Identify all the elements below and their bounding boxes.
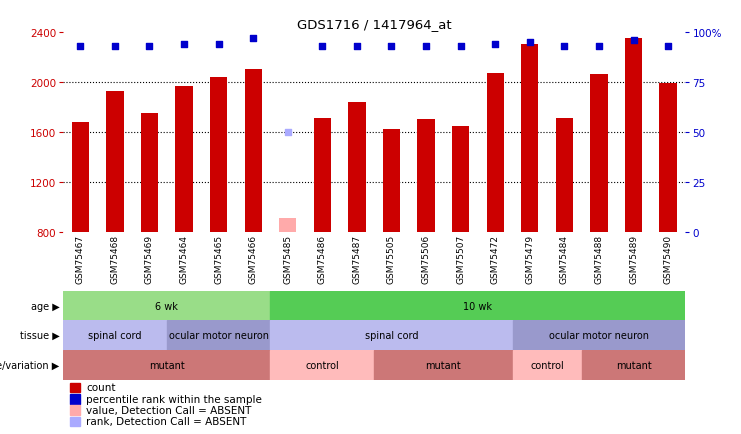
Bar <box>63 291 270 321</box>
Text: GSM75487: GSM75487 <box>353 234 362 283</box>
Point <box>213 41 225 48</box>
Text: GSM75484: GSM75484 <box>560 234 569 283</box>
Text: 10 wk: 10 wk <box>463 301 493 311</box>
Point <box>247 35 259 42</box>
Bar <box>106 91 124 233</box>
Bar <box>591 75 608 233</box>
Text: mutant: mutant <box>616 360 651 370</box>
Text: GSM75467: GSM75467 <box>76 234 84 283</box>
Point <box>455 43 467 50</box>
Bar <box>659 84 677 233</box>
Bar <box>556 119 573 233</box>
Bar <box>245 70 262 233</box>
Bar <box>141 114 158 233</box>
Text: GSM75479: GSM75479 <box>525 234 534 283</box>
Bar <box>452 126 469 233</box>
Text: control: control <box>305 360 339 370</box>
Text: GSM75469: GSM75469 <box>145 234 154 283</box>
Text: GSM75486: GSM75486 <box>318 234 327 283</box>
Point <box>628 37 639 44</box>
Bar <box>72 122 89 233</box>
Bar <box>521 45 539 233</box>
Bar <box>513 350 582 380</box>
Bar <box>348 102 365 233</box>
Bar <box>417 120 435 233</box>
Text: GSM75485: GSM75485 <box>283 234 292 283</box>
Bar <box>63 350 270 380</box>
Text: mutant: mutant <box>149 360 185 370</box>
Bar <box>270 350 374 380</box>
Point <box>489 41 501 48</box>
Text: age ▶: age ▶ <box>30 301 59 311</box>
Text: count: count <box>86 383 116 392</box>
Text: mutant: mutant <box>425 360 461 370</box>
Bar <box>513 321 685 350</box>
Point <box>316 43 328 50</box>
Bar <box>63 321 167 350</box>
Text: GSM75489: GSM75489 <box>629 234 638 283</box>
Bar <box>210 78 227 233</box>
Point <box>420 43 432 50</box>
Point <box>178 41 190 48</box>
Point <box>351 43 363 50</box>
Text: 6 wk: 6 wk <box>156 301 178 311</box>
Text: rank, Detection Call = ABSENT: rank, Detection Call = ABSENT <box>86 417 246 426</box>
Text: GSM75505: GSM75505 <box>387 234 396 283</box>
Bar <box>279 219 296 233</box>
Bar <box>383 130 400 233</box>
Text: spinal cord: spinal cord <box>365 331 418 340</box>
Point <box>282 129 293 136</box>
Text: GSM75488: GSM75488 <box>594 234 603 283</box>
Text: control: control <box>531 360 564 370</box>
Text: tissue ▶: tissue ▶ <box>19 331 59 340</box>
Text: GSM75506: GSM75506 <box>422 234 431 283</box>
Bar <box>167 321 270 350</box>
Bar <box>270 321 513 350</box>
Text: value, Detection Call = ABSENT: value, Detection Call = ABSENT <box>86 405 251 415</box>
Point <box>662 43 674 50</box>
Text: spinal cord: spinal cord <box>88 331 142 340</box>
Bar <box>487 74 504 233</box>
Point <box>559 43 571 50</box>
Text: percentile rank within the sample: percentile rank within the sample <box>86 394 262 404</box>
Text: ocular motor neuron: ocular motor neuron <box>549 331 649 340</box>
Bar <box>270 291 685 321</box>
Point <box>385 43 397 50</box>
Text: GSM75468: GSM75468 <box>110 234 119 283</box>
Text: GSM75465: GSM75465 <box>214 234 223 283</box>
Text: GSM75472: GSM75472 <box>491 234 499 283</box>
Bar <box>176 86 193 233</box>
Bar <box>374 350 513 380</box>
Text: GSM75466: GSM75466 <box>249 234 258 283</box>
Text: GSM75507: GSM75507 <box>456 234 465 283</box>
Point <box>74 43 86 50</box>
Point <box>593 43 605 50</box>
Point <box>109 43 121 50</box>
Bar <box>582 350 685 380</box>
Point <box>144 43 156 50</box>
Text: GSM75490: GSM75490 <box>664 234 673 283</box>
Point <box>524 39 536 46</box>
Title: GDS1716 / 1417964_at: GDS1716 / 1417964_at <box>297 18 451 31</box>
Text: genotype/variation ▶: genotype/variation ▶ <box>0 360 59 370</box>
Text: ocular motor neuron: ocular motor neuron <box>169 331 268 340</box>
Text: GSM75464: GSM75464 <box>179 234 188 283</box>
Bar <box>625 39 642 233</box>
Bar <box>313 119 331 233</box>
